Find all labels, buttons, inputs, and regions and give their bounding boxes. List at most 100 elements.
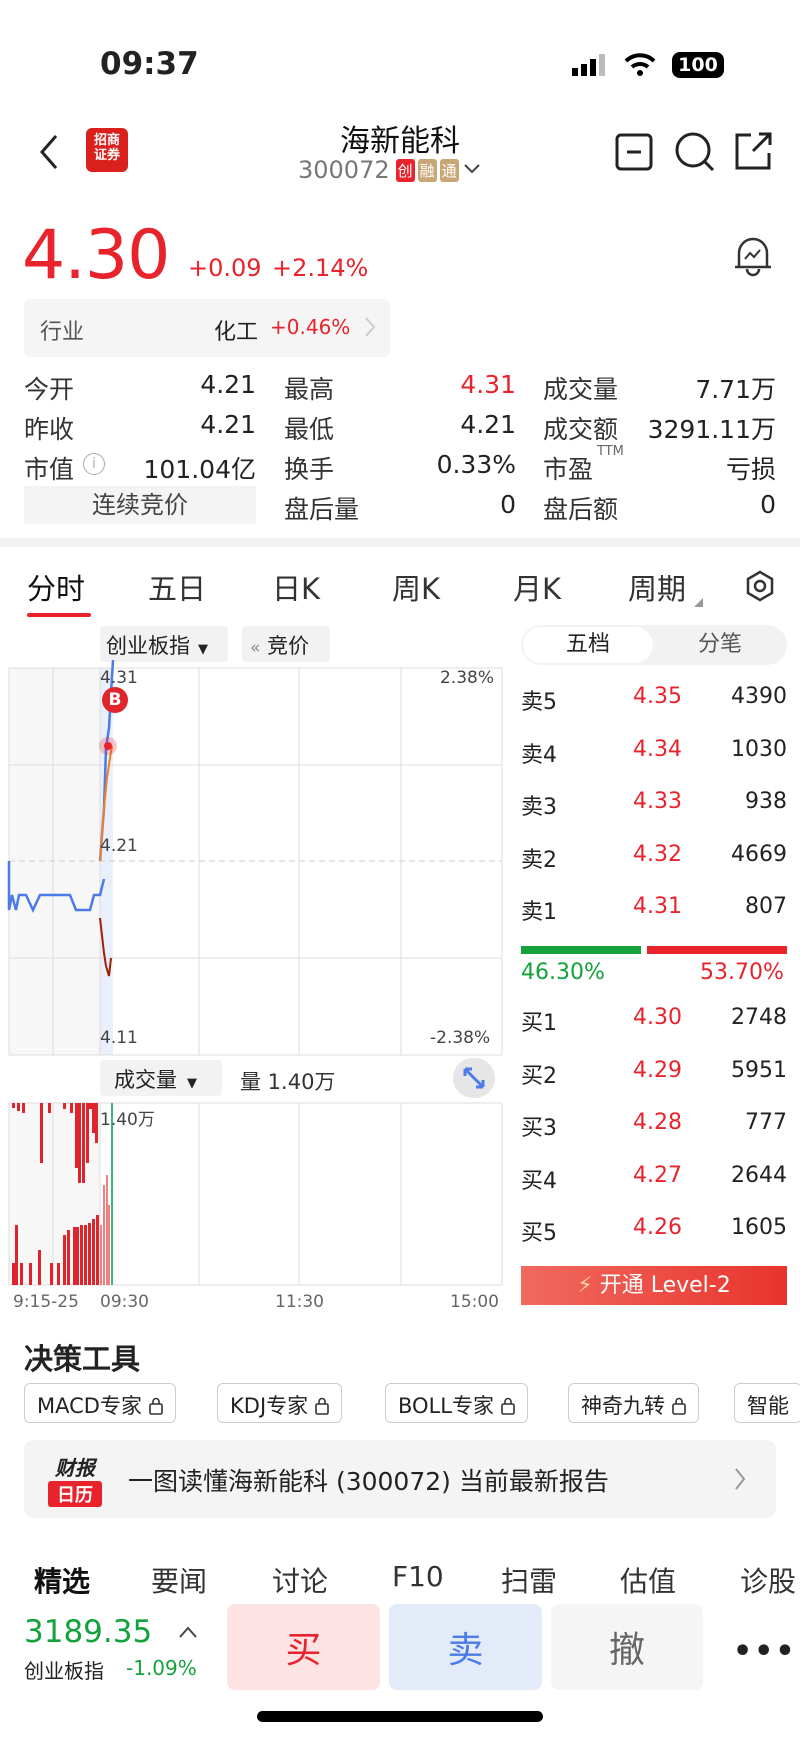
volume-bar <box>96 1215 99 1285</box>
volume-bar <box>82 1103 85 1183</box>
dropdown-icon: ▼ <box>187 1076 197 1091</box>
tab-bottom[interactable]: 估值 <box>620 1565 677 1598</box>
more-icon[interactable]: ••• <box>733 1634 797 1669</box>
volume-bar <box>103 1185 105 1285</box>
tab-chart-period[interactable]: 五日 <box>148 572 207 606</box>
tool-chip-label: 神奇九转 <box>581 1394 665 1418</box>
tool-chip[interactable]: MACD专家 <box>24 1383 176 1423</box>
tab-bottom[interactable]: 扫雷 <box>501 1565 558 1598</box>
orderbook-row[interactable]: 卖4 4.34 1030 <box>521 731 787 771</box>
level-label: 卖2 <box>521 847 557 873</box>
volume-bar <box>108 1205 110 1285</box>
volume-bar <box>89 1103 92 1109</box>
tool-chip[interactable]: BOLL专家 <box>385 1383 528 1423</box>
tab-bottom[interactable]: 要闻 <box>151 1565 208 1598</box>
stat-label: 最低 <box>284 415 335 444</box>
share-icon[interactable] <box>733 131 773 175</box>
buy-marker[interactable]: B <box>102 687 128 713</box>
orderbook-row[interactable]: 卖5 4.35 4390 <box>521 678 787 718</box>
badge-rong: 融 <box>417 158 437 182</box>
cancel-button[interactable]: 撤 <box>551 1604 703 1690</box>
search-icon[interactable] <box>674 131 716 177</box>
orderbook-row[interactable]: 买4 4.27 2644 <box>521 1157 787 1197</box>
minus-square-icon[interactable] <box>615 133 653 175</box>
tab-chart-period[interactable]: 分时 <box>27 572 86 606</box>
stock-code: 300072 <box>298 156 390 184</box>
volume-bar <box>111 1103 113 1285</box>
dropdown-icon: ▼ <box>198 642 208 657</box>
alert-bell-icon[interactable] <box>733 235 773 281</box>
tab-chart-period[interactable]: 周K <box>392 572 441 606</box>
status-time: 09:37 <box>100 46 199 82</box>
back-button[interactable] <box>36 132 60 176</box>
stat-value: 7.71万 <box>695 375 776 404</box>
orderbook-row[interactable]: 买3 4.28 777 <box>521 1104 787 1144</box>
tab-five-levels[interactable]: 五档 <box>523 627 653 663</box>
orderbook-row[interactable]: 卖2 4.32 4669 <box>521 836 787 876</box>
lock-icon <box>500 1394 515 1418</box>
tab-bottom[interactable]: F10 <box>392 1560 444 1593</box>
buy-button[interactable]: 买 <box>227 1604 380 1690</box>
chevron-up-icon[interactable] <box>178 1624 198 1643</box>
chevron-down-icon <box>462 161 482 180</box>
volume-bar <box>63 1235 66 1285</box>
auction-button[interactable]: « 竞价 <box>242 626 330 662</box>
volume-bar <box>29 1263 32 1285</box>
badge-tong: 通 <box>439 158 459 182</box>
tab-bottom[interactable]: 讨论 <box>272 1565 329 1598</box>
report-logo: 财报 日历 <box>48 1452 102 1508</box>
buy-ratio-fill <box>521 946 642 954</box>
volume-bar <box>22 1103 25 1113</box>
industry-row[interactable]: 行业 化工 +0.46% <box>24 299 390 357</box>
level-price: 4.32 <box>633 841 682 867</box>
pre-market-price-line <box>7 861 106 913</box>
industry-pct: +0.46% <box>270 315 351 339</box>
report-banner[interactable]: 财报 日历 一图读懂海新能科 (300072) 当前最新报告 <box>24 1440 776 1518</box>
level-label: 卖4 <box>521 742 557 768</box>
section-divider <box>0 538 800 547</box>
level-label: 买1 <box>521 1011 557 1036</box>
tab-bottom[interactable]: 诊股 <box>740 1565 797 1598</box>
orderbook-row[interactable]: 买1 4.30 2748 <box>521 999 787 1039</box>
broker-logo: 招商 证券 <box>86 128 128 172</box>
volume-bar <box>86 1103 89 1163</box>
index-value[interactable]: 3189.35 <box>24 1614 153 1650</box>
level-price: 4.31 <box>633 894 682 919</box>
tab-chart-period[interactable]: 月K <box>513 572 562 606</box>
intraday-chart[interactable] <box>0 660 510 1320</box>
tab-ticks[interactable]: 分笔 <box>697 632 742 657</box>
average-price-line <box>99 745 113 862</box>
stat-value: 101.04亿 <box>143 455 256 484</box>
volume-bar <box>67 1230 70 1285</box>
tab-bottom[interactable]: 精选 <box>34 1565 91 1598</box>
orderbook-row[interactable]: 卖3 4.33 938 <box>521 783 787 823</box>
current-price: 4.30 <box>22 216 170 295</box>
expand-icon[interactable] <box>453 1058 495 1098</box>
sell-button[interactable]: 卖 <box>389 1604 542 1690</box>
orderbook-row[interactable]: 买5 4.26 1605 <box>521 1209 787 1249</box>
level-label: 卖3 <box>521 795 557 820</box>
stock-code-selector[interactable]: 300072 创 融 通 <box>298 156 482 184</box>
volume-bar <box>106 1175 108 1285</box>
price-high-label: 4.31 <box>100 668 138 688</box>
sell-ratio-pct: 53.70% <box>700 960 784 985</box>
level2-button[interactable]: ⚡ 开通 Level-2 <box>521 1266 787 1305</box>
price-mid-label: 4.21 <box>100 836 138 856</box>
tool-chip[interactable]: 智能 <box>734 1383 800 1423</box>
industry-label: 行业 <box>40 320 85 345</box>
pct-high-label: 2.38% <box>440 668 495 688</box>
report-logo-top: 财报 <box>55 1456 95 1480</box>
info-icon[interactable]: i <box>83 453 105 475</box>
volume-select[interactable]: 成交量 ▼ <box>100 1060 222 1096</box>
orderbook-row[interactable]: 买2 4.29 5951 <box>521 1052 787 1092</box>
volume-bar <box>88 1223 91 1285</box>
level-label: 买2 <box>521 1063 557 1089</box>
settings-icon[interactable] <box>744 570 776 606</box>
tool-chip[interactable]: KDJ专家 <box>217 1383 342 1423</box>
tool-chip[interactable]: 神奇九转 <box>568 1383 699 1423</box>
level-volume: 1605 <box>731 1215 787 1240</box>
tab-chart-period[interactable]: 周期 <box>628 572 687 606</box>
tab-chart-period[interactable]: 日K <box>272 572 321 606</box>
index-select[interactable]: 创业板指 ▼ <box>100 626 228 662</box>
orderbook-row[interactable]: 卖1 4.31 807 <box>521 888 787 928</box>
